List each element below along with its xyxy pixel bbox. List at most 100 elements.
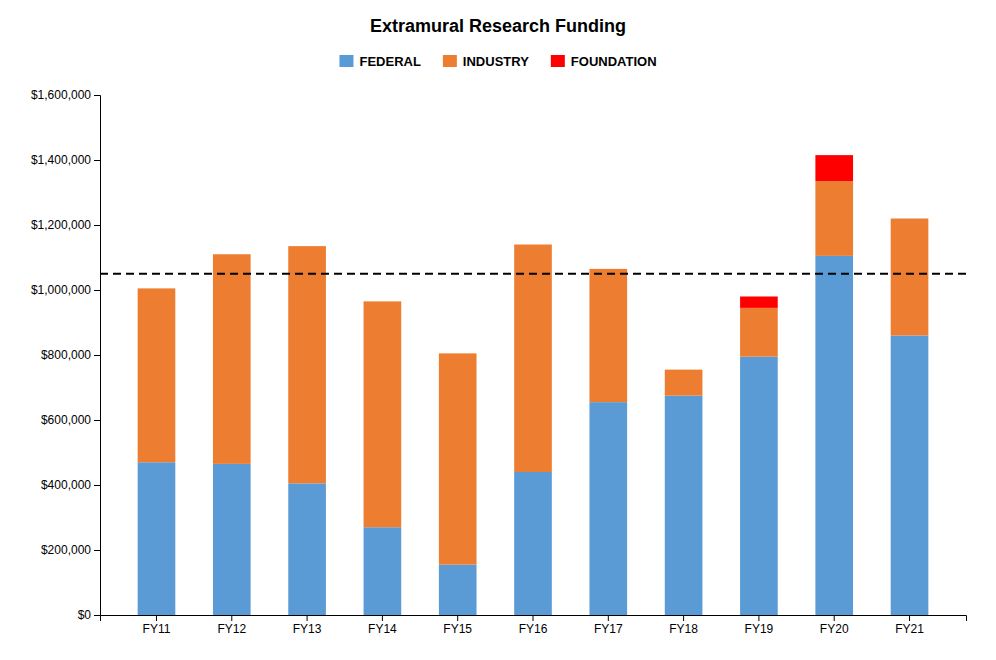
y-tick-label: $1,400,000 [31, 153, 91, 167]
bar-segment [364, 301, 402, 302]
legend-item: FEDERAL [339, 54, 420, 69]
y-tick: $0 [78, 608, 100, 622]
x-tick: FY17 [594, 615, 623, 636]
legend-item: FOUNDATION [551, 54, 657, 69]
bar-segment [589, 269, 627, 402]
bar-segment [891, 218, 929, 219]
x-tick-label: FY16 [519, 622, 548, 636]
x-tick: FY15 [443, 615, 472, 636]
x-tick-label: FY11 [143, 622, 171, 636]
bar-segment [815, 155, 853, 181]
chart-svg: Extramural Research FundingFY11FY12FY13F… [0, 0, 996, 660]
y-tick-mark [94, 615, 100, 616]
x-tick-mark [608, 615, 609, 621]
y-tick-mark [94, 355, 100, 356]
bar-segment [891, 336, 929, 616]
bar-segment [288, 246, 326, 247]
bar-segment [288, 246, 326, 483]
y-tick: $200,000 [41, 543, 100, 557]
x-tick: FY16 [519, 615, 548, 636]
y-tick: $600,000 [41, 413, 100, 427]
bar-segment [589, 268, 627, 269]
x-axis-line [101, 616, 967, 622]
x-tick-mark [156, 615, 157, 621]
bar-segment [514, 244, 552, 245]
bar-segment [213, 464, 251, 615]
x-tick: FY12 [217, 615, 246, 636]
x-tick-mark [382, 615, 383, 621]
y-axis: $0 $200,000 $400,000 $600,000 $800,000 $1,000… [31, 88, 101, 622]
x-tick: FY11 [143, 615, 171, 636]
bar-segment [665, 369, 703, 370]
legend-swatch [443, 55, 457, 67]
x-tick-mark [533, 615, 534, 621]
x-tick-label: FY20 [820, 622, 849, 636]
y-axis-line [94, 96, 101, 616]
bars-layer [100, 155, 966, 615]
y-tick-mark [94, 290, 100, 291]
bar-segment [138, 462, 176, 615]
bar-segment [815, 256, 853, 615]
y-tick-label: $1,000,000 [31, 283, 91, 297]
legend-label: FEDERAL [359, 54, 420, 69]
bar-segment [439, 353, 477, 354]
x-tick-label: FY13 [293, 622, 322, 636]
legend-label: FOUNDATION [571, 54, 657, 69]
bar-segment [439, 353, 477, 564]
bar-segment [288, 483, 326, 615]
bar-segment [213, 254, 251, 464]
bar-segment [740, 357, 778, 615]
x-tick-label: FY21 [895, 622, 924, 636]
x-axis: FY11 FY12 FY13 FY14 FY15 FY16 FY17 FY18 FY19 FY20… [101, 615, 967, 636]
y-tick: $1,000,000 [31, 283, 100, 297]
x-tick-label: FY19 [745, 622, 774, 636]
bar-segment [213, 254, 251, 255]
y-tick-label: $1,200,000 [31, 218, 91, 232]
x-tick-label: FY12 [217, 622, 246, 636]
bar-segment [740, 297, 778, 308]
y-tick-label: $0 [78, 608, 92, 622]
y-tick-label: $400,000 [41, 478, 91, 492]
x-tick: FY19 [745, 615, 774, 636]
chart-title: Extramural Research Funding [370, 16, 626, 36]
x-tick-mark [683, 615, 684, 621]
bar-segment [665, 370, 703, 396]
bar-segment [815, 181, 853, 256]
y-tick-label: $600,000 [41, 413, 91, 427]
legend-label: INDUSTRY [463, 54, 529, 69]
y-tick: $1,200,000 [31, 218, 100, 232]
legend-swatch [339, 55, 353, 67]
x-tick-mark [307, 615, 308, 621]
x-tick: FY20 [820, 615, 849, 636]
y-tick-mark [94, 95, 100, 96]
y-tick: $1,400,000 [31, 153, 100, 167]
x-tick-label: FY18 [669, 622, 698, 636]
bar-segment [514, 245, 552, 473]
x-tick-mark [909, 615, 910, 621]
y-tick-mark [94, 550, 100, 551]
x-tick: FY14 [368, 615, 397, 636]
y-tick-mark [94, 225, 100, 226]
bar-segment [138, 288, 176, 289]
bar-segment [514, 472, 552, 615]
legend-item: INDUSTRY [443, 54, 529, 69]
y-tick-mark [94, 485, 100, 486]
series-group [138, 181, 929, 565]
y-tick-label: $800,000 [41, 348, 91, 362]
y-tick: $1,600,000 [31, 88, 100, 102]
series-group [740, 155, 853, 308]
bar-segment [364, 527, 402, 615]
plot-area: FY11 FY12 FY13 FY14 FY15 FY16 FY17 FY18 FY19 FY20… [31, 88, 967, 635]
x-tick-mark [231, 615, 232, 621]
y-tick-mark [94, 160, 100, 161]
bar-segment [589, 402, 627, 615]
x-tick: FY18 [669, 615, 698, 636]
legend: FEDERAL INDUSTRY FOUNDATION [339, 54, 656, 69]
x-tick-label: FY17 [594, 622, 623, 636]
x-tick-mark [834, 615, 835, 621]
legend-swatch [551, 55, 565, 67]
y-tick: $400,000 [41, 478, 100, 492]
bar-segment [665, 396, 703, 615]
x-tick-mark [758, 615, 759, 621]
y-tick-label: $1,600,000 [31, 88, 91, 102]
